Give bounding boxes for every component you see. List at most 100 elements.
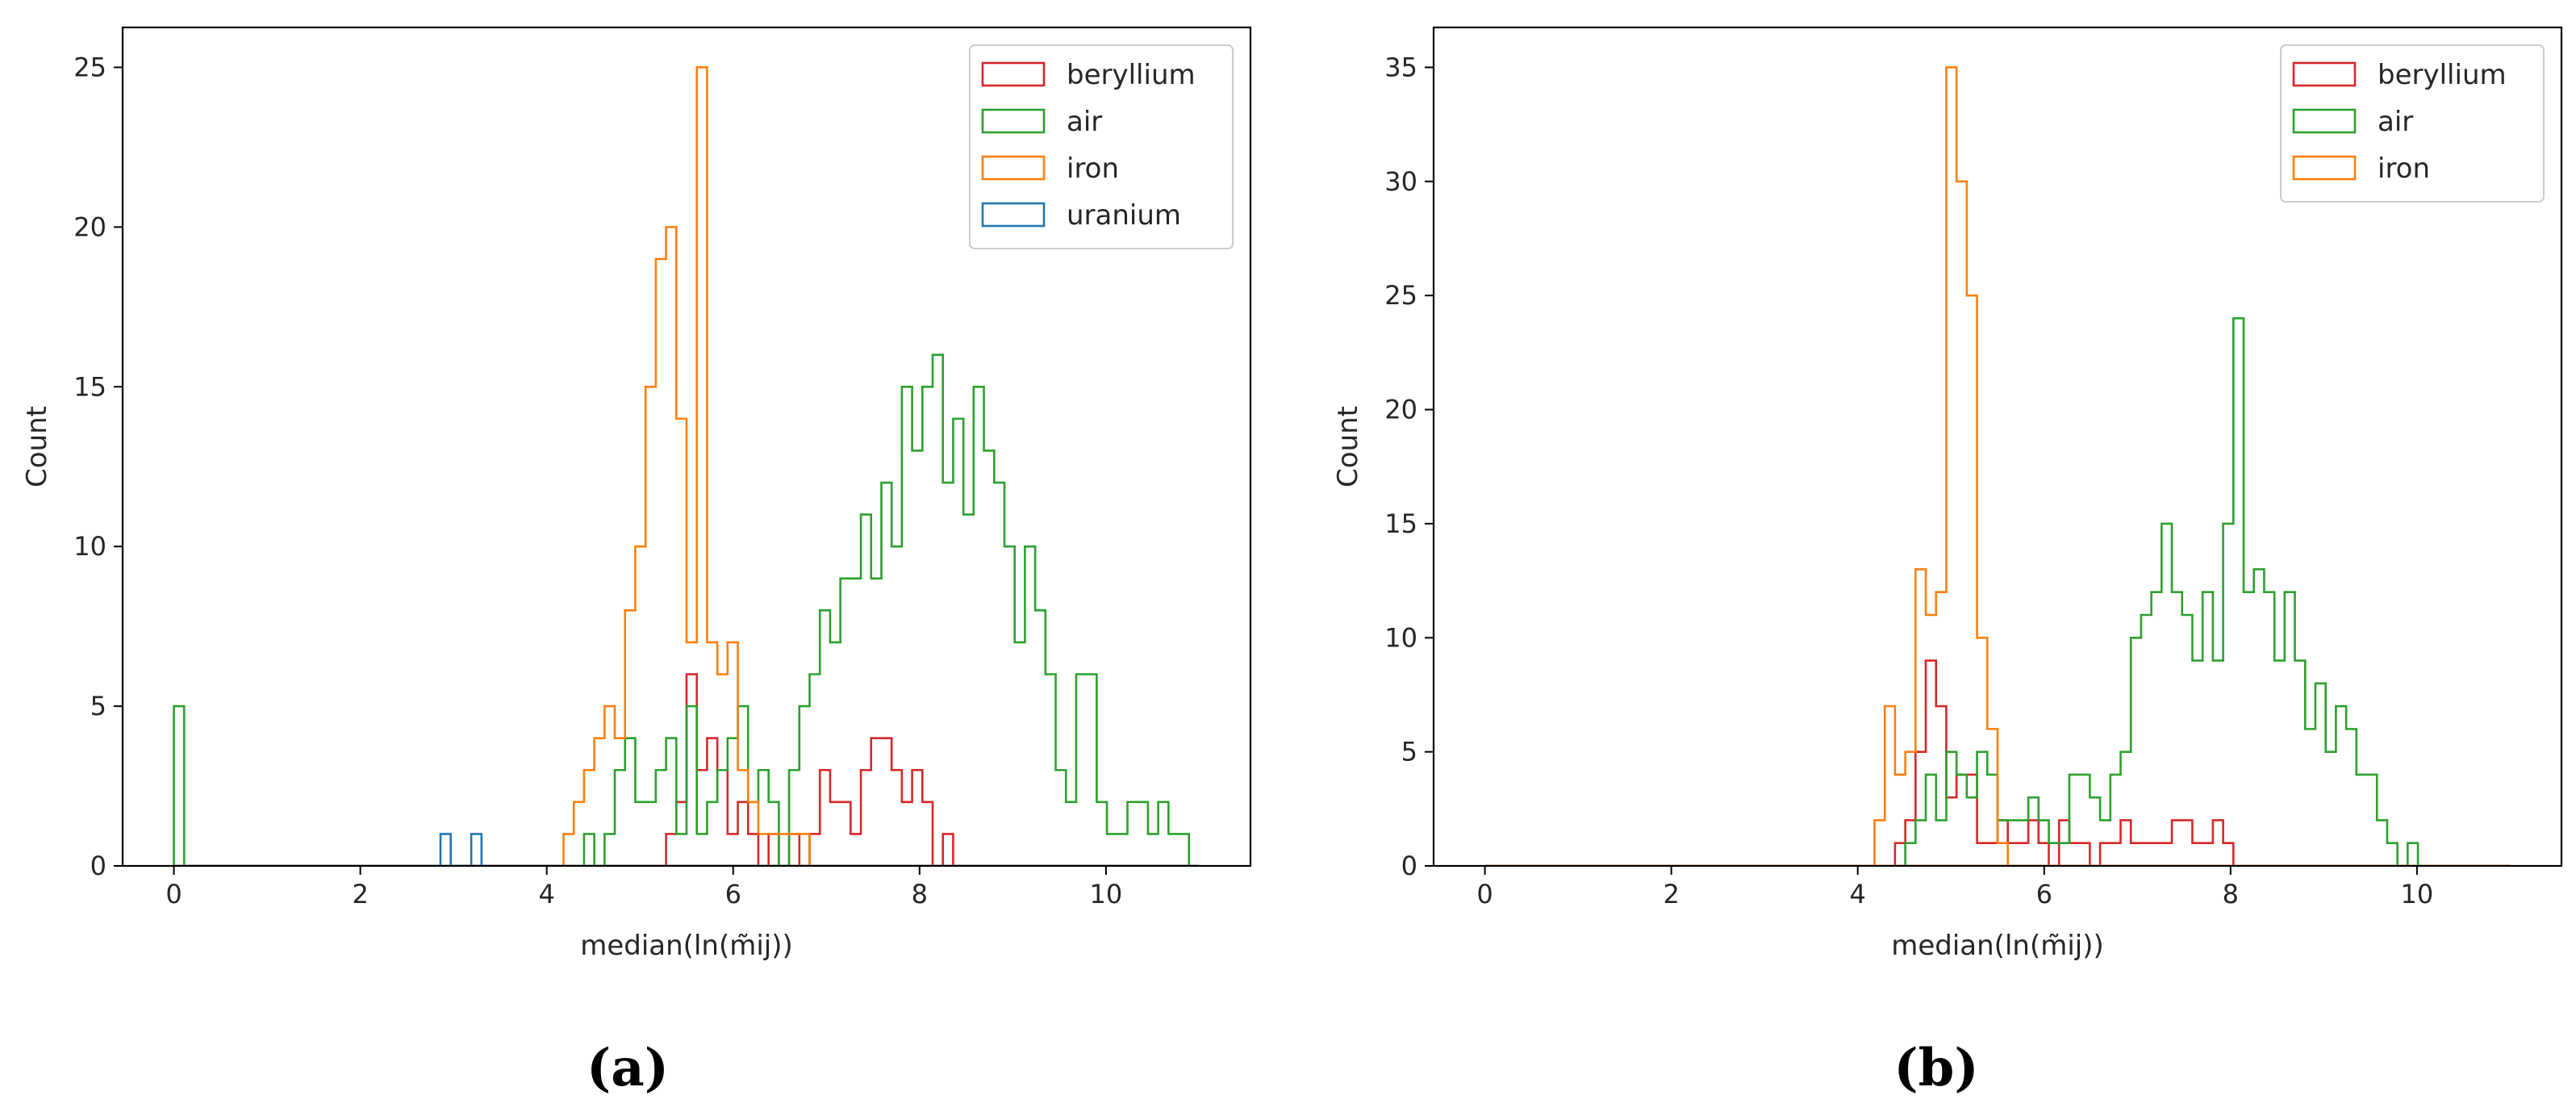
histogram-bar (2110, 775, 2121, 866)
histogram-bar (595, 738, 605, 866)
histogram-bar (2233, 318, 2244, 866)
histogram-bar (830, 642, 841, 866)
panel-a: 0 2 4 6 8 10 0 5 10 15 20 25 median(ln(m̃ij)) Count be… (21, 26, 1252, 1098)
legend-label-uranium: uranium (1067, 199, 1181, 232)
series-beryllium (1484, 659, 2511, 866)
histogram-bar (2346, 729, 2357, 866)
histogram-bar (2244, 592, 2254, 866)
panel-caption: (b) (1893, 1038, 1978, 1098)
histogram-bar (881, 483, 891, 866)
legend-swatch-iron (2292, 155, 2357, 181)
y-tick-label: 20 (1384, 395, 1417, 425)
histogram-bar (2080, 775, 2090, 866)
histogram-bar (810, 675, 820, 866)
y-tick-label: 35 (1384, 52, 1417, 82)
histogram-bar (1138, 802, 1148, 866)
histogram-bar (1159, 802, 1169, 866)
histogram-bar (779, 834, 789, 866)
series-beryllium (173, 673, 1200, 866)
histogram-bar (1056, 770, 1067, 866)
histogram-bar (2182, 615, 2193, 866)
histogram-bar (933, 355, 943, 866)
histogram-bar (1977, 638, 1988, 866)
histogram-bar (841, 579, 851, 866)
histogram-bar (2305, 729, 2315, 866)
series-uranium (173, 833, 1200, 866)
histogram-bar (2377, 820, 2387, 866)
histogram-bar (748, 802, 758, 866)
histogram-bar (1956, 182, 1967, 866)
histogram-bar (850, 579, 861, 866)
histogram-bar (666, 227, 677, 866)
histogram-bar (1148, 834, 1159, 866)
histogram-bar (2161, 524, 2172, 866)
x-axis-label: median(ln(m̃ij)) (1891, 930, 2104, 962)
series-outline-uranium (439, 833, 483, 866)
histogram-bar (2407, 843, 2418, 866)
x-tick-label: 8 (2223, 879, 2239, 909)
histogram-bar (974, 387, 984, 866)
legend-swatch-air (2292, 108, 2357, 134)
histogram-bar (1046, 675, 1056, 866)
y-tick-label: 15 (1384, 508, 1417, 539)
histogram-bar (697, 67, 708, 866)
histogram-bar (1906, 752, 1916, 866)
histogram-bar (1874, 820, 1885, 866)
histogram-bar (2254, 569, 2265, 866)
panel-b: 0 2 4 6 8 10 0 5 10 15 20 25 30 35 median(ln(m̃ij)) Cou… (1332, 26, 2563, 1098)
histogram-bar (2387, 843, 2398, 866)
series-air (1484, 317, 2511, 866)
series-outline-beryllium (1893, 659, 2235, 866)
histogram-bar (471, 834, 482, 866)
histogram-bar (656, 259, 666, 866)
histogram-bar (625, 610, 636, 866)
x-tick-label: 10 (2401, 879, 2434, 909)
series-outline-iron (1873, 66, 2010, 866)
histogram-bar (1885, 706, 1895, 866)
histogram-bar (174, 706, 185, 866)
legend-label-beryllium: beryllium (2378, 59, 2507, 91)
histogram-bar (2295, 661, 2306, 866)
histogram-bar (912, 450, 923, 866)
histogram-bar (1096, 802, 1107, 866)
histogram-bar (728, 642, 738, 866)
histogram-bar (789, 834, 800, 866)
histogram-bar (2264, 592, 2274, 866)
histogram-bar (687, 642, 697, 866)
legend-label-iron: iron (2378, 153, 2430, 185)
histogram-bar (871, 579, 882, 866)
histogram-bar (2028, 797, 2039, 866)
histogram-bar (994, 483, 1004, 866)
histogram-bar (1035, 610, 1046, 866)
histogram-bar (717, 675, 728, 866)
histogram-bar (2059, 843, 2069, 866)
series-iron (173, 66, 1200, 866)
panel-caption: (a) (587, 1038, 669, 1098)
histogram-bar (2141, 615, 2152, 866)
histogram-bar (1998, 843, 2008, 866)
histogram-bar (2285, 592, 2295, 866)
histogram-bar (902, 387, 912, 866)
histogram-bar (963, 515, 974, 866)
x-tick-label: 2 (352, 879, 368, 909)
y-tick-label: 25 (73, 52, 106, 82)
histogram-bar (1066, 802, 1076, 866)
legend-frame (969, 44, 1234, 249)
x-tick-label: 4 (1850, 879, 1866, 909)
histogram-bar (2202, 592, 2213, 866)
y-tick-label: 0 (1401, 851, 1417, 881)
histogram-bar (2090, 797, 2100, 866)
histogram-bar (584, 770, 595, 866)
x-tick-label: 8 (912, 879, 928, 909)
histogram-bar (2223, 524, 2234, 866)
x-tick-label: 2 (1663, 879, 1679, 909)
x-tick-label: 4 (539, 879, 555, 909)
histogram-bar (2336, 706, 2346, 866)
series-outline-air (1904, 317, 2419, 866)
y-axis-label: Count (21, 406, 53, 487)
legend-label-air: air (2378, 106, 2413, 138)
plot-area (173, 66, 1200, 866)
histogram-bar (615, 738, 625, 866)
histogram-bar (1087, 675, 1097, 866)
